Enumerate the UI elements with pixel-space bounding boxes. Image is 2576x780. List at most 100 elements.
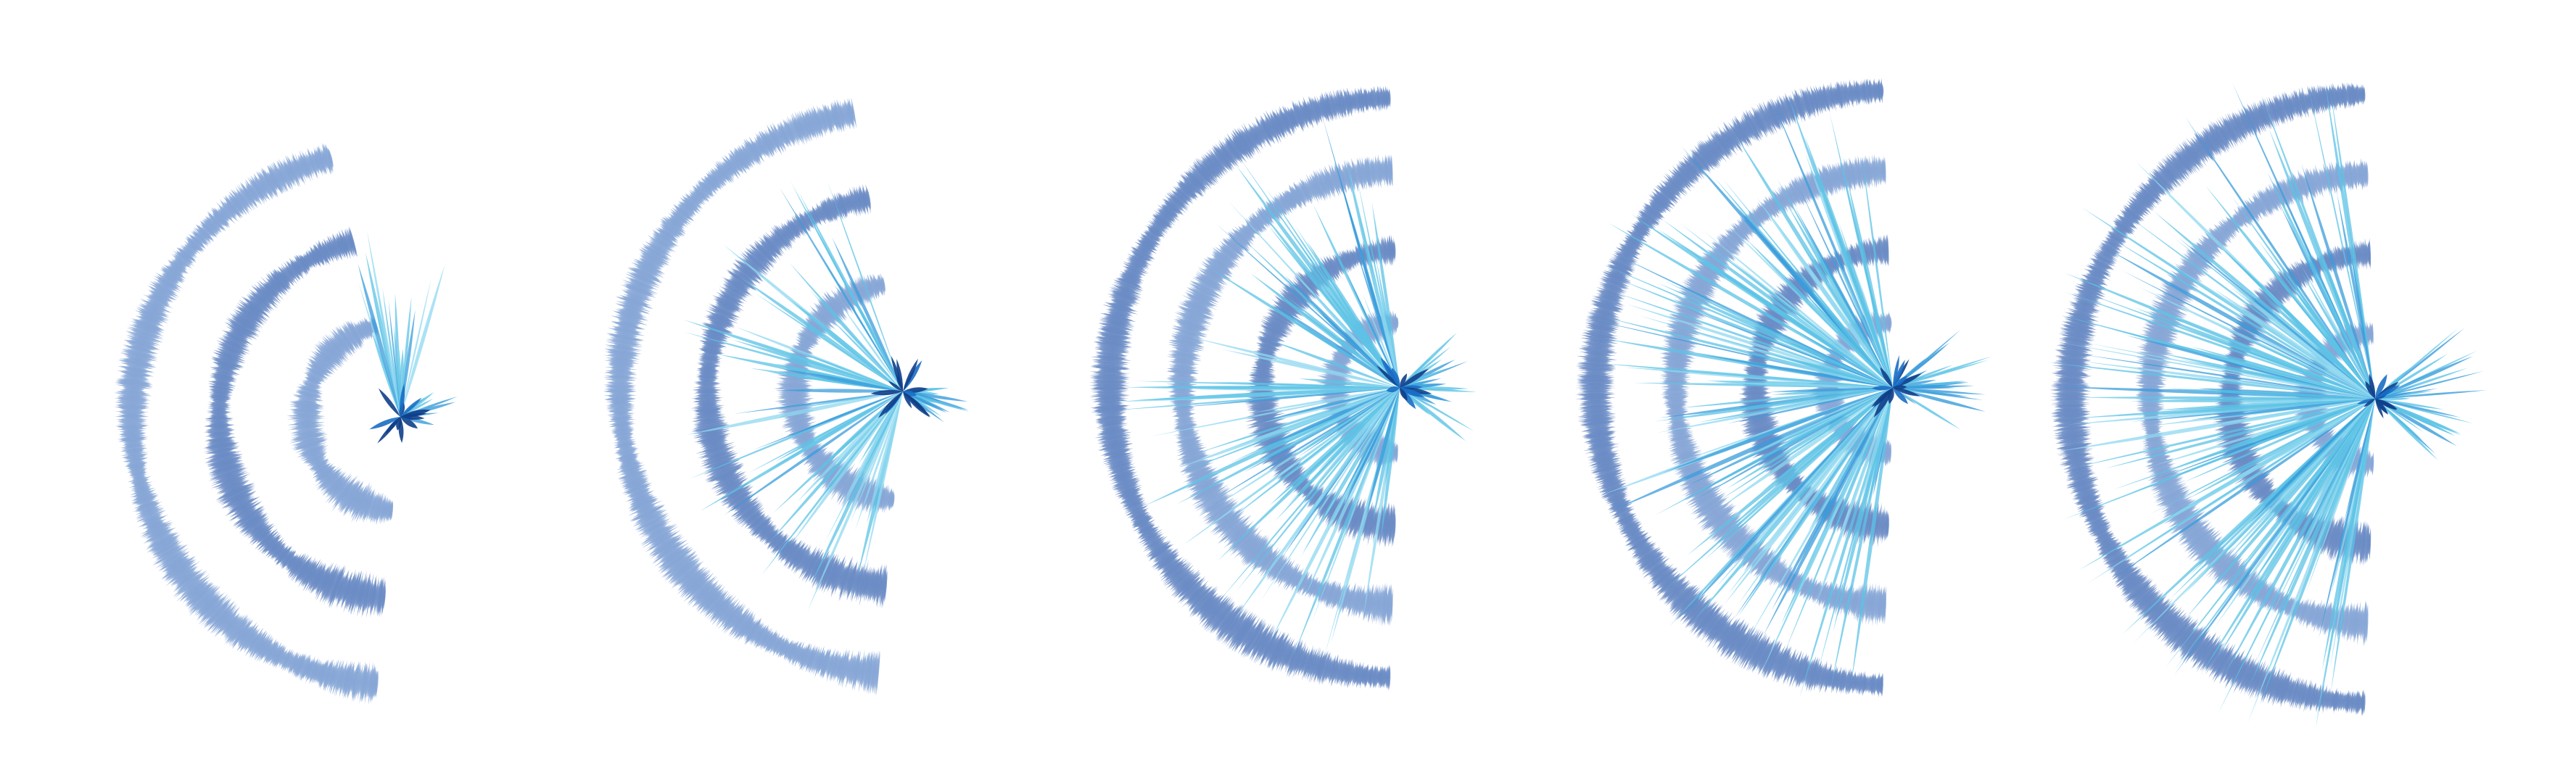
- ring-dash: [207, 402, 231, 404]
- ring-dash: [332, 237, 340, 257]
- ring-dash: [373, 576, 379, 617]
- ring-dash: [361, 581, 368, 608]
- ring-dash: [357, 323, 365, 339]
- ring-dash: [302, 254, 312, 269]
- ring-dash: [233, 505, 264, 526]
- spike: [358, 263, 400, 417]
- ring-dash: [359, 671, 363, 694]
- ring-dash: [236, 507, 257, 520]
- radial-spikes: [358, 231, 458, 426]
- ring-dash: [212, 401, 227, 404]
- ring-dash: [342, 329, 355, 348]
- ring-dash: [323, 238, 334, 262]
- ring-dash: [287, 264, 297, 278]
- ring-dash: [210, 389, 233, 393]
- ring-dash: [210, 466, 245, 478]
- ring-dash: [224, 330, 252, 344]
- ring-dash: [209, 467, 247, 480]
- ring-dash: [219, 476, 242, 484]
- ring-dash: [331, 476, 353, 505]
- ring-dash: [354, 325, 362, 340]
- ring-dash: [309, 458, 329, 470]
- ring-dash: [278, 266, 294, 286]
- ring-dash: [210, 388, 233, 392]
- ring-dash: [279, 549, 294, 567]
- ring-dash: [278, 650, 285, 664]
- ring-dash: [334, 236, 342, 257]
- ring-dash: [372, 492, 381, 523]
- ring-dash: [256, 530, 275, 547]
- ring-dash: [205, 428, 234, 432]
- ring-dash: [284, 262, 299, 283]
- ring-dash: [291, 438, 329, 449]
- ring-dash: [234, 312, 260, 328]
- ring-dash: [271, 644, 282, 665]
- ring-dash: [292, 411, 321, 414]
- ring-dash: [360, 663, 367, 702]
- ring-dash: [215, 476, 248, 490]
- ring-dash: [274, 546, 285, 558]
- ring-dash: [238, 511, 265, 530]
- ring-dash: [228, 497, 255, 512]
- ring-dash: [221, 349, 241, 356]
- ring-dash: [343, 482, 363, 515]
- ring-dash: [305, 379, 321, 386]
- ring-dash: [234, 503, 255, 516]
- ring-dash: [345, 323, 360, 348]
- ring-dash: [211, 357, 244, 368]
- ring-dash: [283, 267, 294, 282]
- ring-dash: [350, 669, 355, 693]
- ring-dash: [326, 568, 339, 602]
- ring-dash: [300, 385, 321, 392]
- ring-dash: [310, 350, 339, 371]
- ring-dash: [315, 344, 342, 367]
- ring-dash: [227, 495, 255, 511]
- ring-dash: [333, 667, 339, 688]
- ring-dash: [301, 380, 323, 389]
- ring-dash: [245, 518, 265, 532]
- ring-dash: [225, 339, 244, 348]
- ring-dash: [344, 229, 353, 257]
- ring-dash: [294, 441, 328, 453]
- ring-dash: [244, 518, 270, 538]
- ring-dash: [247, 297, 268, 313]
- ring-dash: [336, 665, 342, 691]
- ring-dash: [281, 649, 291, 670]
- ring-dash: [306, 454, 326, 465]
- ring-dash: [281, 651, 289, 667]
- ring-dash: [333, 335, 348, 353]
- panel-2: [603, 97, 970, 696]
- ring-dash: [281, 263, 297, 285]
- ring-dash: [243, 296, 270, 318]
- spike: [400, 278, 432, 417]
- ring-dash: [342, 667, 347, 692]
- ring-dash: [281, 266, 295, 283]
- ring-dash: [214, 371, 234, 377]
- ring-dash: [294, 255, 307, 275]
- ring-dash: [256, 281, 281, 304]
- panel-3: [1089, 86, 1477, 692]
- ring-dash: [219, 486, 255, 505]
- ring-dash: [212, 471, 247, 484]
- ring-dash: [207, 404, 231, 407]
- ring-dash: [336, 570, 349, 607]
- ring-dash: [265, 282, 278, 296]
- ring-dash: [249, 523, 273, 543]
- ring-dash: [324, 474, 342, 492]
- ring-dash: [366, 668, 371, 698]
- ring-dash: [353, 660, 360, 702]
- ring-dash: [239, 511, 263, 528]
- ring-dash: [236, 302, 267, 324]
- ring-dash: [350, 321, 363, 346]
- ring-dash: [203, 445, 241, 452]
- ring-dash: [366, 668, 370, 699]
- ring-dash: [292, 555, 310, 582]
- ring-dash: [355, 663, 362, 701]
- core-shard: [903, 358, 918, 391]
- ring-dash: [291, 260, 302, 276]
- ring-dashes: [603, 97, 895, 696]
- ring-dash: [328, 236, 339, 262]
- ring-dash: [360, 320, 368, 340]
- ring-dash: [210, 368, 239, 376]
